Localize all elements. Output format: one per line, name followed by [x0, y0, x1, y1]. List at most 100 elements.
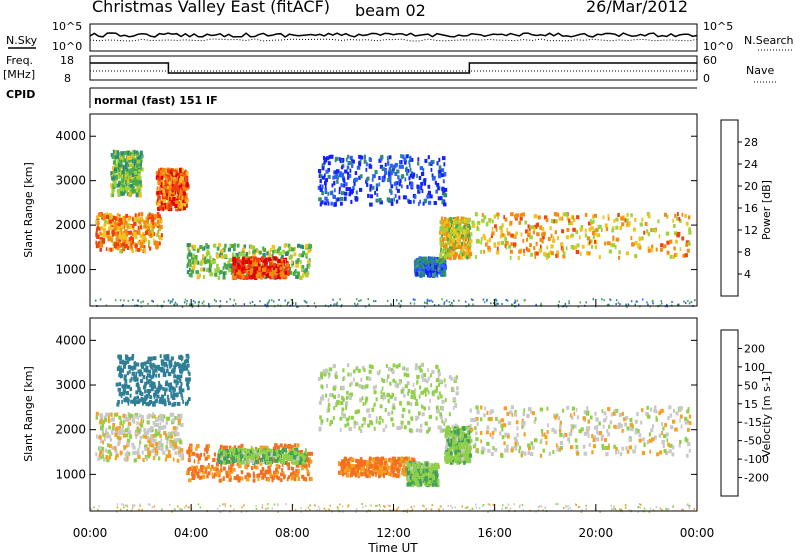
heatmap-cell [136, 395, 139, 400]
heatmap-cell [163, 193, 167, 198]
heatmap-cell [561, 229, 565, 234]
heatmap-cell [128, 225, 133, 229]
heatmap-cell [135, 450, 139, 455]
heatmap-cell [441, 168, 445, 173]
heatmap-cell [555, 219, 557, 224]
heatmap-cell [129, 168, 133, 173]
beam-label: beam 02 [355, 1, 426, 20]
heatmap-cell [105, 448, 108, 453]
heatmap-cell [304, 243, 309, 248]
heatmap-cell [125, 433, 129, 438]
heatmap-cell [107, 417, 110, 422]
heatmap-cell [632, 227, 636, 232]
heatmap-cell [153, 394, 156, 399]
heatmap-cell [108, 233, 111, 238]
heatmap-cell [472, 303, 474, 306]
heatmap-cell [169, 382, 173, 387]
heatmap-cell [121, 156, 124, 161]
heatmap-cell [305, 252, 309, 257]
heatmap-cell [121, 399, 123, 404]
heatmap-cell [321, 191, 324, 196]
heatmap-cell [447, 218, 450, 223]
heatmap-cell [167, 398, 170, 403]
heatmap-cell [148, 378, 152, 383]
heatmap-cell [111, 417, 115, 422]
heatmap-cell [265, 458, 268, 462]
heatmap-cell [141, 450, 144, 455]
heatmap-cell [197, 260, 200, 265]
heatmap-cell [171, 440, 175, 445]
heatmap-cell [124, 428, 128, 433]
heatmap-cell [304, 463, 307, 468]
heatmap-cell [646, 212, 650, 217]
heatmap-cell [183, 198, 187, 203]
heatmap-cell [119, 187, 123, 191]
heatmap-cell [188, 272, 192, 277]
heatmap-cell [129, 434, 132, 439]
heatmap-cell [360, 469, 363, 474]
heatmap-cell [177, 418, 181, 423]
heatmap-cell [263, 258, 266, 263]
heatmap-cell [186, 449, 190, 454]
freq-tick-bottom: 8 [64, 72, 71, 85]
heatmap-cell [193, 260, 196, 265]
heatmap-cell [137, 169, 141, 174]
heatmap-cell [159, 175, 161, 180]
heatmap-cell [372, 174, 376, 179]
heatmap-cell [302, 476, 307, 481]
heatmap-cell [222, 450, 225, 455]
heatmap-cell [344, 169, 348, 174]
heatmap-cell [446, 237, 449, 241]
heatmap-cell [540, 302, 542, 305]
heatmap-cell [185, 192, 188, 197]
heatmap-cell [676, 212, 679, 216]
heatmap-cell [646, 229, 649, 234]
heatmap-cell [138, 219, 142, 224]
heatmap-cell [271, 254, 274, 259]
heatmap-cell [244, 464, 248, 469]
heatmap-cell [296, 274, 299, 279]
heatmap-cell [579, 227, 583, 232]
heatmap-cell [107, 443, 110, 448]
heatmap-cell [338, 470, 341, 475]
heatmap-cell [597, 224, 601, 229]
heatmap-cell [189, 267, 191, 272]
heatmap-cell [174, 426, 179, 431]
heatmap-cell [291, 247, 295, 252]
heatmap-cell [169, 359, 173, 364]
heatmap-cell [144, 400, 147, 405]
heatmap-cell [371, 177, 374, 182]
heatmap-cell [266, 251, 269, 256]
heatmap-cell [358, 299, 360, 302]
heatmap-cell [246, 459, 249, 464]
heatmap-cell [357, 467, 359, 472]
heatmap-cell [126, 438, 131, 443]
heatmap-cell [269, 448, 273, 453]
heatmap-cell [253, 266, 256, 271]
heatmap-cell [116, 412, 119, 417]
heatmap-cell [211, 464, 214, 469]
heatmap-cell [146, 360, 150, 365]
heatmap-cell [651, 228, 656, 232]
heatmap-cell [414, 263, 417, 268]
heatmap-cell [140, 301, 142, 304]
heatmap-cell [405, 166, 408, 171]
heatmap-cell [205, 444, 208, 449]
heatmap-cell [163, 179, 167, 184]
heatmap-cell [275, 449, 279, 454]
heatmap-cell [248, 270, 251, 275]
heatmap-cell [140, 162, 142, 167]
heatmap-cell [125, 164, 128, 169]
heatmap-cell [122, 433, 126, 438]
heatmap-cell [297, 274, 301, 279]
heatmap-cell [505, 241, 509, 245]
heatmap-cell [123, 384, 126, 389]
heatmap-cell [185, 178, 188, 183]
heatmap-cell [165, 387, 168, 392]
heatmap-cell [293, 246, 296, 251]
heatmap-cell [169, 441, 171, 446]
heatmap-cell [336, 169, 340, 174]
heatmap-cell [121, 178, 125, 183]
heatmap-cell [556, 236, 560, 241]
